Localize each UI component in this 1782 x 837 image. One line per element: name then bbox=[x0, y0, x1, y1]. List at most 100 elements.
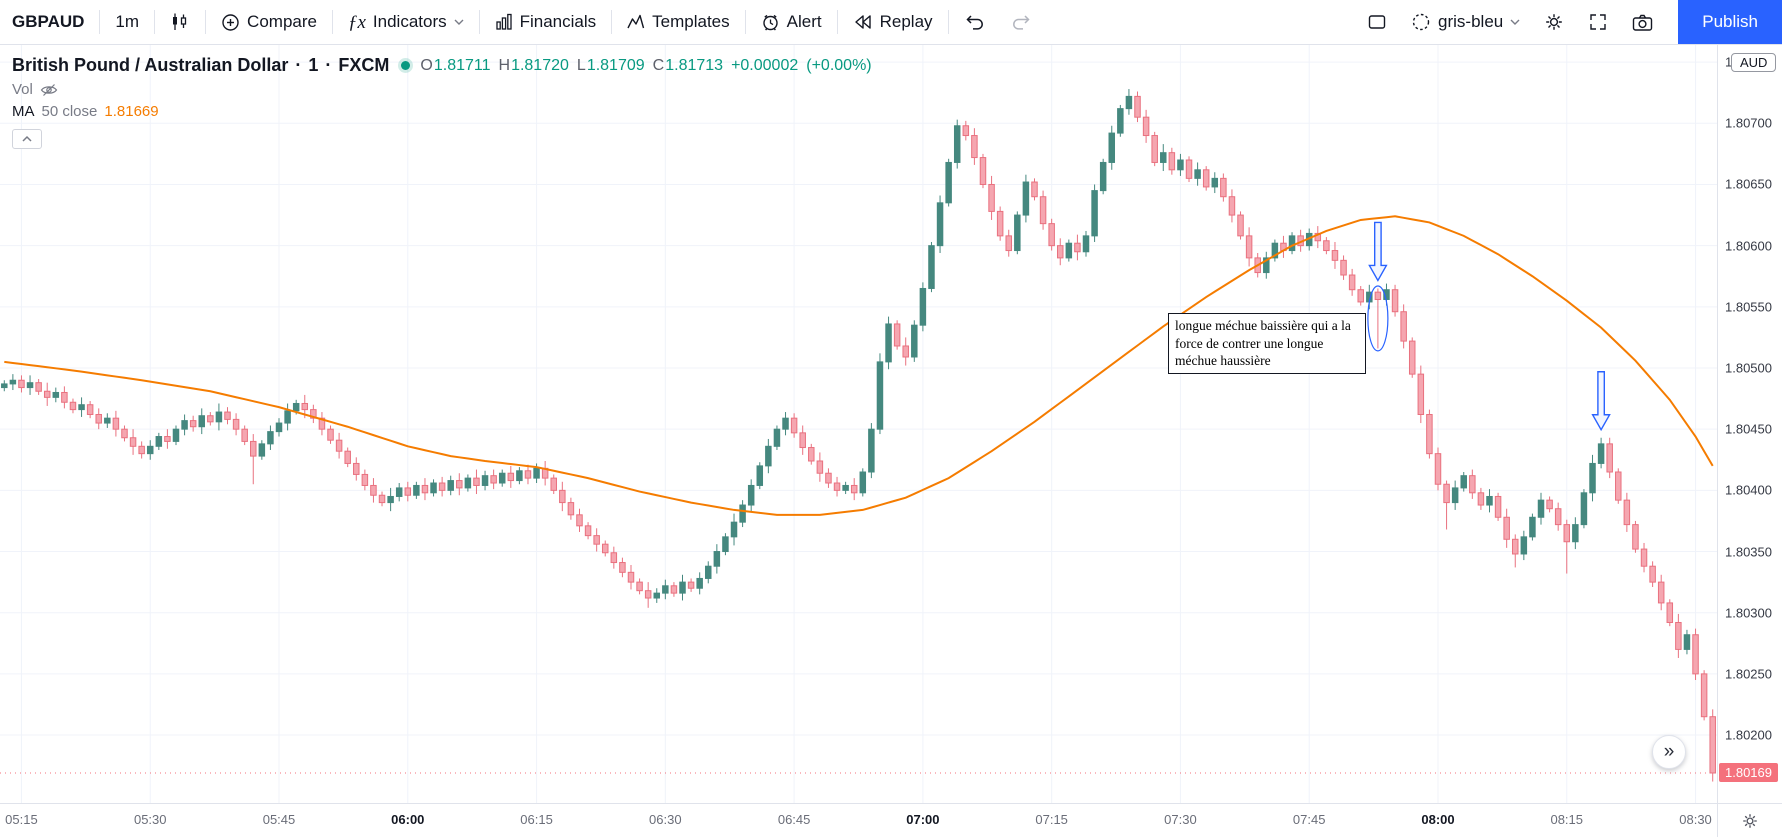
chart-region: British Pound / Australian Dollar · 1 · … bbox=[0, 45, 1782, 837]
time-axis-label: 08:15 bbox=[1550, 812, 1584, 827]
currency-badge: AUD bbox=[1731, 53, 1777, 72]
toolbar-separator bbox=[947, 10, 949, 34]
legend-title-row[interactable]: British Pound / Australian Dollar · 1 · … bbox=[12, 55, 880, 76]
indicators-button[interactable]: ƒx Indicators bbox=[337, 5, 475, 39]
fullscreen-button[interactable] bbox=[1577, 5, 1619, 39]
financials-button[interactable]: Financials bbox=[484, 5, 608, 39]
change-value: +0.00002 bbox=[731, 56, 799, 74]
alert-label: Alert bbox=[786, 12, 822, 31]
indicators-label: Indicators bbox=[372, 12, 447, 31]
top-toolbar: GBPAUD 1m Compare ƒx Indicators bbox=[0, 0, 1782, 45]
snapshot-button[interactable] bbox=[1621, 5, 1664, 39]
redo-button[interactable] bbox=[999, 5, 1043, 39]
ohlc-values: O 1.81711 H 1.81720 L 1.81709 C 1.81713 +0.0… bbox=[420, 57, 879, 75]
redo-icon bbox=[1012, 15, 1030, 30]
price-axis-label: 1.80500 bbox=[1725, 360, 1772, 376]
replay-label: Replay bbox=[879, 12, 933, 31]
toolbar-separator bbox=[99, 10, 101, 34]
legend-symbol-title: British Pound / Australian Dollar bbox=[12, 55, 289, 75]
close-value: 1.81713 bbox=[665, 56, 724, 74]
chart-legend: British Pound / Australian Dollar · 1 · … bbox=[12, 55, 880, 149]
chevron-up-icon bbox=[22, 135, 32, 142]
market-status-dot[interactable] bbox=[401, 61, 411, 70]
axis-corner bbox=[1717, 803, 1782, 837]
time-axis-label: 06:45 bbox=[777, 812, 811, 827]
layout-name-label: gris-bleu bbox=[1438, 12, 1504, 31]
toolbar-separator bbox=[331, 10, 333, 34]
candles-chart-style-icon bbox=[173, 13, 187, 30]
settings-gear-icon bbox=[1546, 14, 1563, 30]
time-axis-label: 06:30 bbox=[649, 812, 682, 827]
legend-separator: · bbox=[325, 55, 332, 75]
scroll-to-realtime-button[interactable]: » bbox=[1652, 735, 1686, 769]
change-percent: (+0.00%) bbox=[806, 56, 872, 74]
symbol-button[interactable]: GBPAUD bbox=[12, 12, 85, 31]
grid-lines bbox=[0, 45, 1717, 803]
time-axis[interactable]: 05:15 05:30 05:45 06:00 06:15 06:30 06:45 07:00… bbox=[0, 803, 1717, 837]
interval-button[interactable]: 1m bbox=[115, 12, 140, 31]
time-axis-label: 05:30 bbox=[133, 812, 167, 827]
fullscreen-icon bbox=[1590, 14, 1606, 30]
ma-value: 1.81669 bbox=[104, 103, 159, 120]
toolbar-right-group: gris-bleu Publish bbox=[1356, 0, 1782, 44]
price-axis-label: 1.80450 bbox=[1725, 421, 1772, 437]
financials-label: Financials bbox=[519, 12, 597, 31]
ma-indicator-row[interactable]: MA 50 close 1.81669 bbox=[12, 103, 880, 120]
low-label: L bbox=[576, 56, 586, 74]
alert-button[interactable]: Alert bbox=[750, 5, 833, 39]
close-label: C bbox=[652, 56, 665, 74]
price-axis-label: 1.80600 bbox=[1725, 238, 1772, 254]
financials-icon bbox=[495, 13, 512, 30]
price-axis[interactable]: 1.80169 1.807501.807001.806501.806001.80… bbox=[1717, 45, 1782, 837]
price-axis-label: 1.80200 bbox=[1725, 727, 1772, 743]
chart-style-button[interactable] bbox=[159, 5, 201, 39]
high-value: 1.81720 bbox=[511, 56, 569, 74]
annotations-layer[interactable] bbox=[1367, 221, 1611, 432]
save-layout-button[interactable]: gris-bleu bbox=[1400, 5, 1531, 39]
ma50-line[interactable] bbox=[4, 215, 1714, 516]
templates-icon bbox=[627, 14, 645, 29]
caret-down-icon bbox=[454, 19, 464, 25]
toolbar-separator bbox=[478, 10, 480, 34]
current-price-badge: 1.80169 bbox=[1719, 762, 1778, 782]
layout-select-button[interactable] bbox=[1356, 5, 1398, 39]
time-axis-settings-gear-icon[interactable] bbox=[1741, 812, 1759, 830]
annotation-textbox[interactable]: longue méchue baissière qui a la force d… bbox=[1168, 313, 1366, 374]
time-axis-label: 08:30 bbox=[1679, 812, 1712, 827]
toolbar-separator bbox=[611, 10, 613, 34]
toolbar-separator bbox=[836, 10, 838, 34]
undo-button[interactable] bbox=[953, 5, 997, 39]
ma-label: MA bbox=[12, 103, 35, 120]
ma-params: 50 close bbox=[41, 103, 98, 120]
ellipse-drawing[interactable] bbox=[1367, 285, 1389, 352]
chart-properties-button[interactable] bbox=[1533, 5, 1575, 39]
cloud-save-dotted-circle-icon bbox=[1412, 13, 1430, 31]
toolbar-separator bbox=[205, 10, 207, 34]
replay-icon bbox=[854, 15, 871, 29]
time-axis-label: 08:00 bbox=[1421, 812, 1455, 827]
time-axis-label: 07:15 bbox=[1035, 812, 1068, 827]
time-axis-label: 06:15 bbox=[520, 812, 553, 827]
compare-label: Compare bbox=[247, 12, 317, 31]
layout-grid-icon bbox=[1368, 15, 1386, 29]
toolbar-separator bbox=[154, 10, 156, 34]
publish-button[interactable]: Publish bbox=[1678, 0, 1782, 44]
replay-button[interactable]: Replay bbox=[842, 5, 944, 39]
time-axis-label: 05:15 bbox=[5, 812, 38, 827]
time-axis-label: 07:30 bbox=[1164, 812, 1197, 827]
hidden-eye-slash-icon[interactable] bbox=[40, 83, 58, 97]
snapshot-camera-icon bbox=[1633, 14, 1653, 31]
price-axis-label: 1.80250 bbox=[1725, 666, 1772, 682]
caret-down-icon bbox=[1510, 19, 1520, 25]
legend-collapse-button[interactable] bbox=[12, 129, 42, 149]
templates-button[interactable]: Templates bbox=[616, 5, 740, 39]
legend-interval: 1 bbox=[308, 55, 319, 75]
arrow-down-drawing[interactable] bbox=[1591, 371, 1611, 432]
candlestick-chart[interactable] bbox=[0, 45, 1717, 803]
arrow-down-drawing[interactable] bbox=[1368, 221, 1388, 282]
volume-indicator-row[interactable]: Vol bbox=[12, 81, 880, 98]
price-axis-label: 1.80700 bbox=[1725, 115, 1772, 131]
legend-exchange: FXCM bbox=[338, 55, 390, 75]
compare-button[interactable]: Compare bbox=[210, 5, 328, 39]
open-label: O bbox=[420, 56, 433, 74]
